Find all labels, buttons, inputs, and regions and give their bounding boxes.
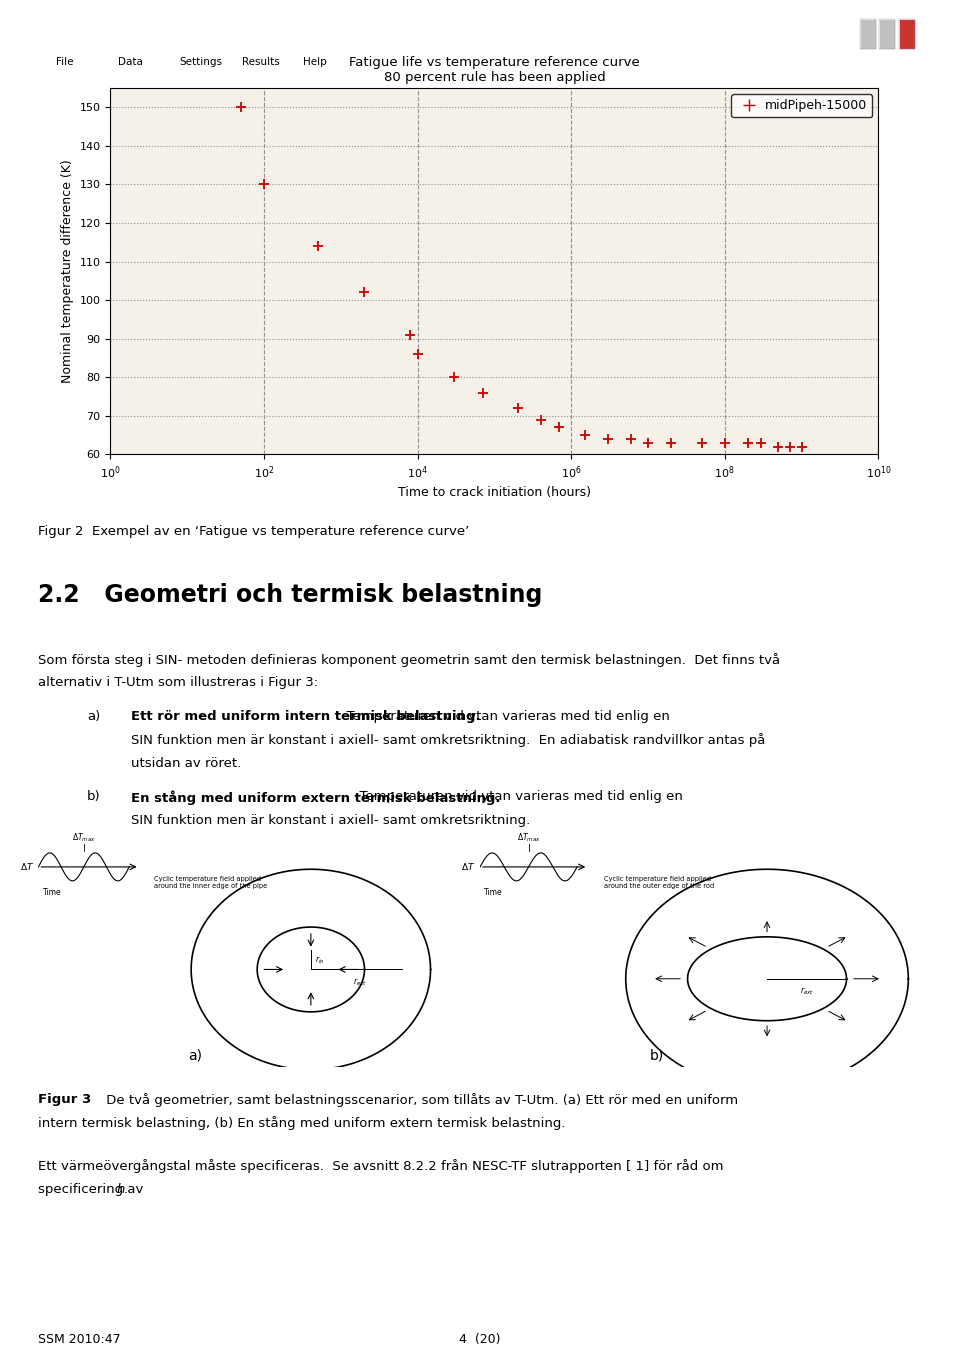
Text: $r_{ext}$: $r_{ext}$ <box>353 976 368 989</box>
Text: $\Delta T_{max}$: $\Delta T_{max}$ <box>516 831 540 843</box>
Point <box>663 431 679 453</box>
Bar <box>899 19 915 49</box>
Text: b): b) <box>87 791 101 803</box>
Text: Ett rör med uniform intern termisk belastning.: Ett rör med uniform intern termisk belas… <box>132 709 481 723</box>
Bar <box>879 19 895 49</box>
Text: alternativ i T-Utm som illustreras i Figur 3:: alternativ i T-Utm som illustreras i Fig… <box>38 677 319 689</box>
Point <box>533 408 548 430</box>
Text: $r_{in}$: $r_{in}$ <box>315 955 324 965</box>
Text: Cyclic temperature field applied
around the inner edge of the pipe: Cyclic temperature field applied around … <box>154 876 267 890</box>
Text: Som första steg i SIN- metoden definieras komponent geometrin samt den termisk b: Som första steg i SIN- metoden definiera… <box>38 652 780 667</box>
Point <box>782 435 798 457</box>
Text: Figur 2  Exempel av en ‘Fatigue vs temperature reference curve’: Figur 2 Exempel av en ‘Fatigue vs temper… <box>38 526 469 538</box>
Text: Settings: Settings <box>180 57 223 68</box>
Point <box>356 282 372 304</box>
Text: $r_{ext}$: $r_{ext}$ <box>800 986 814 997</box>
Point <box>794 435 809 457</box>
Point <box>694 431 709 453</box>
Point <box>510 397 525 419</box>
Point <box>310 236 325 258</box>
Text: Data: Data <box>118 57 143 68</box>
Point <box>600 428 615 450</box>
Text: Temperaturen vid ytan varieras med tid enlig en: Temperaturen vid ytan varieras med tid e… <box>351 791 683 803</box>
Point <box>740 431 756 453</box>
Text: b): b) <box>650 1048 663 1063</box>
X-axis label: Time to crack initiation (hours): Time to crack initiation (hours) <box>397 487 591 499</box>
Text: $\Delta T$: $\Delta T$ <box>462 861 475 872</box>
Text: 4  (20): 4 (20) <box>459 1333 501 1347</box>
Bar <box>879 19 895 49</box>
Text: $\Delta T_{max}$: $\Delta T_{max}$ <box>72 831 96 843</box>
Text: specificering av: specificering av <box>38 1182 148 1196</box>
Text: SSM 2010:47: SSM 2010:47 <box>38 1333 121 1347</box>
Text: 2.2   Geometri och termisk belastning: 2.2 Geometri och termisk belastning <box>38 583 542 607</box>
Text: De två geometrier, samt belastningsscenarior, som tillåts av T-Utm. (a) Ett rör : De två geometrier, samt belastningsscena… <box>102 1093 738 1106</box>
Text: Time: Time <box>42 888 61 896</box>
Text: $\Delta T$: $\Delta T$ <box>20 861 35 872</box>
Point <box>623 428 638 450</box>
Text: Review results: Review results <box>65 27 180 41</box>
Text: Temperaturen vid ytan varieras med tid enlig en: Temperaturen vid ytan varieras med tid e… <box>338 709 670 723</box>
Legend: midPipeh-15000: midPipeh-15000 <box>732 95 872 118</box>
Point <box>410 343 425 365</box>
Text: SIN funktion men är konstant i axiell- samt omkretsriktning.: SIN funktion men är konstant i axiell- s… <box>132 814 530 827</box>
Point <box>771 435 786 457</box>
Title: Fatigue life vs temperature reference curve
80 percent rule has been applied: Fatigue life vs temperature reference cu… <box>349 56 639 84</box>
Point <box>233 96 249 118</box>
Text: Cyclic temperature field applied
around the outer edge of the rod: Cyclic temperature field applied around … <box>604 876 714 890</box>
Point <box>577 424 592 446</box>
Point <box>717 431 732 453</box>
Point <box>552 416 567 438</box>
Bar <box>860 19 876 49</box>
Bar <box>899 19 915 49</box>
Y-axis label: Nominal temperature difference (K): Nominal temperature difference (K) <box>61 159 74 384</box>
Text: En stång med uniform extern termisk belastning.: En stång med uniform extern termisk bela… <box>132 791 500 804</box>
Text: Figur 3: Figur 3 <box>38 1093 91 1105</box>
Point <box>754 431 769 453</box>
Point <box>640 431 656 453</box>
Text: Ett värmeövergångstal måste specificeras.  Se avsnitt 8.2.2 från NESC-TF slutrap: Ett värmeövergångstal måste specificeras… <box>38 1159 724 1173</box>
Text: h.: h. <box>116 1182 129 1196</box>
Text: utsidan av röret.: utsidan av röret. <box>132 757 241 770</box>
Text: a): a) <box>87 709 100 723</box>
Text: SIN funktion men är konstant i axiell- samt omkretsriktning.  En adiabatisk rand: SIN funktion men är konstant i axiell- s… <box>132 734 765 747</box>
Point <box>475 382 491 404</box>
Point <box>402 324 418 346</box>
Text: Results: Results <box>242 57 279 68</box>
Text: Time: Time <box>485 888 503 896</box>
Text: intern termisk belastning, (b) En stång med uniform extern termisk belastning.: intern termisk belastning, (b) En stång … <box>38 1116 565 1131</box>
Text: a): a) <box>188 1048 203 1063</box>
Bar <box>860 19 876 49</box>
Point <box>446 366 462 388</box>
Text: Help: Help <box>303 57 327 68</box>
Text: File: File <box>56 57 74 68</box>
Point <box>256 174 272 195</box>
